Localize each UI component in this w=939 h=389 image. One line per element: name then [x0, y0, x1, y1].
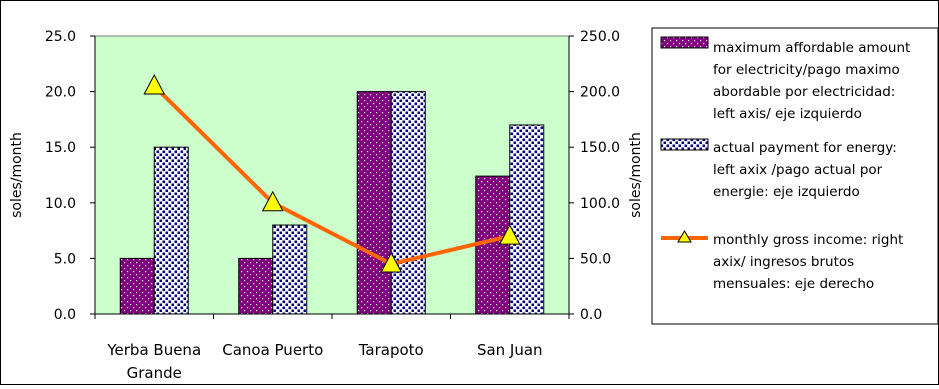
- legend-text-max-affordable: maximum affordable amount for electricit…: [713, 40, 915, 122]
- line-layer: [143, 73, 521, 273]
- category-label-2: Tarapoto: [358, 341, 424, 359]
- category-label-0: Yerba Buena Grande: [106, 341, 201, 382]
- bar-max-affordable-3: [475, 175, 511, 315]
- left-axis-title: soles/month: [9, 132, 25, 218]
- bars-layer: [119, 91, 545, 315]
- right-tick-label: 250.0: [580, 29, 620, 45]
- legend-text-actual-payment: actual payment for energy: left axix /pa…: [713, 140, 901, 200]
- left-tick-label: 0.0: [54, 307, 76, 323]
- income-marker-2: [380, 251, 403, 273]
- right-tick-label: 0.0: [580, 307, 602, 323]
- legend: maximum affordable amount for electricit…: [651, 27, 939, 325]
- right-tick-label: 200.0: [580, 85, 620, 101]
- income-line: [152, 84, 511, 266]
- right-tick-label: 50.0: [580, 251, 611, 267]
- income-marker-1: [261, 190, 284, 212]
- income-marker-0: [143, 73, 166, 95]
- left-tick-label: 15.0: [45, 140, 76, 156]
- category-label-1: Canoa Puerto: [222, 341, 323, 359]
- bar-actual-payment-1: [272, 224, 308, 315]
- right-tick-label: 150.0: [580, 140, 620, 156]
- left-tick-label: 20.0: [45, 85, 76, 101]
- axes-layer: 0.0 5.0 10.0 15.0 20.0 25.0 0.0 50.0 100.0 150.0 2…: [45, 29, 620, 382]
- legend-marker-income: [677, 230, 692, 243]
- left-tick-label: 25.0: [45, 29, 76, 45]
- category-label-3: San Juan: [477, 341, 543, 359]
- legend-swatch-max-affordable: [660, 36, 709, 49]
- income-marker-3: [498, 224, 521, 245]
- left-tick-label: 5.0: [54, 251, 76, 267]
- legend-box: [651, 27, 939, 325]
- legend-swatch-actual-payment: [660, 138, 709, 151]
- bar-max-affordable-0: [119, 257, 155, 315]
- bar-actual-payment-2: [390, 91, 426, 315]
- bar-max-affordable-1: [238, 257, 274, 315]
- legend-text-income: monthly gross income: right axix/ ingres…: [713, 232, 908, 292]
- right-axis-title: soles/month: [628, 132, 644, 218]
- bar-actual-payment-3: [509, 124, 545, 315]
- right-tick-label: 100.0: [580, 196, 620, 212]
- left-tick-label: 10.0: [45, 196, 76, 212]
- bar-actual-payment-0: [153, 146, 189, 315]
- bar-max-affordable-2: [356, 91, 392, 315]
